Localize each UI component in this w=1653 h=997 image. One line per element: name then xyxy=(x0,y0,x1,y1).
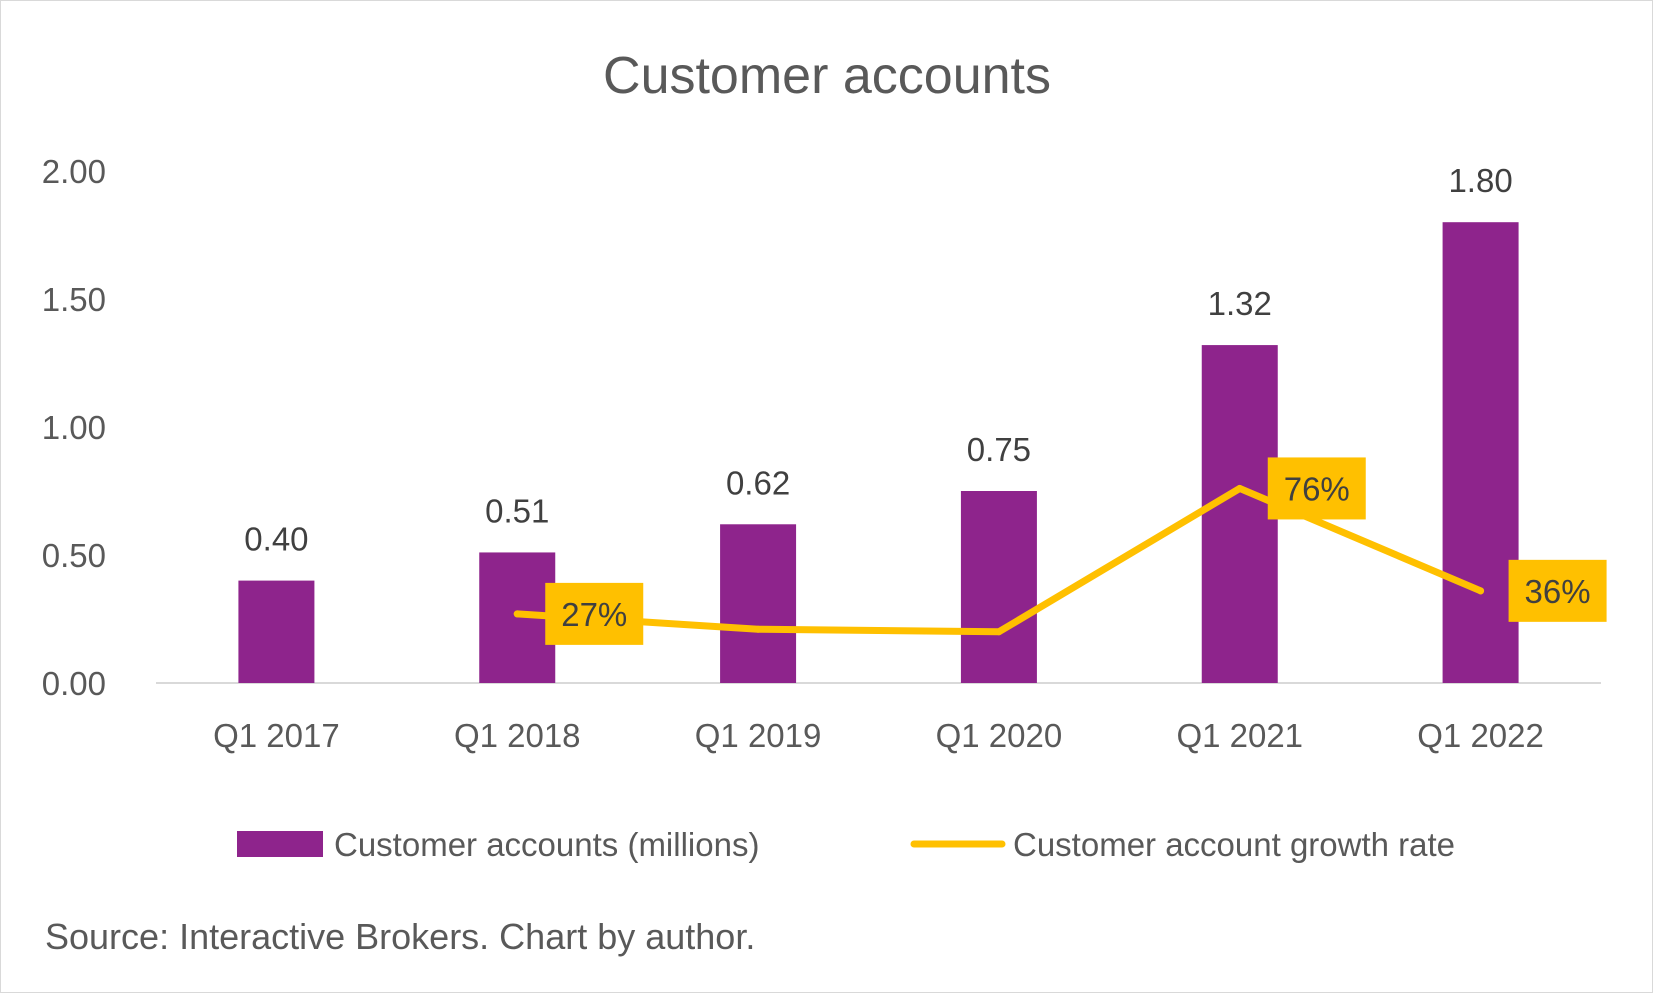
bar-data-label: 0.75 xyxy=(967,431,1031,468)
bar xyxy=(1442,222,1519,683)
growth-point xyxy=(1477,587,1485,595)
bar-data-label: 0.40 xyxy=(244,521,308,558)
x-tick-label: Q1 2021 xyxy=(1176,717,1303,754)
legend: Customer accounts (millions) Customer acc… xyxy=(237,826,1455,863)
x-tick-label: Q1 2019 xyxy=(695,717,822,754)
growth-label-box xyxy=(1508,559,1607,622)
x-tick-label: Q1 2018 xyxy=(454,717,581,754)
y-tick-label: 0.50 xyxy=(42,537,106,574)
legend-label-line: Customer account growth rate xyxy=(1013,826,1455,863)
growth-label-box xyxy=(545,582,644,645)
growth-point xyxy=(995,628,1003,636)
source-note: Source: Interactive Brokers. Chart by au… xyxy=(45,916,755,957)
growth-point xyxy=(1236,484,1244,492)
y-tick-label: 2.00 xyxy=(42,153,106,190)
growth-line-series: 27% 76% 36% xyxy=(513,457,1607,645)
bar-series: 0.40 0.51 0.62 0.75 1.32 1.80 xyxy=(238,162,1519,683)
y-tick-label: 0.00 xyxy=(42,665,106,702)
x-tick-label: Q1 2022 xyxy=(1417,717,1544,754)
y-tick-label: 1.00 xyxy=(42,409,106,446)
growth-data-label: 36% xyxy=(1525,573,1591,610)
bar xyxy=(238,580,315,683)
x-axis-labels: Q1 2017 Q1 2018 Q1 2019 Q1 2020 Q1 2021 Q1 20… xyxy=(213,717,1544,754)
legend-swatch-bar xyxy=(237,831,323,857)
x-tick-label: Q1 2020 xyxy=(936,717,1063,754)
bar xyxy=(1201,345,1278,683)
bar-data-label: 0.62 xyxy=(726,464,790,501)
chart-title: Customer accounts xyxy=(603,47,1051,105)
growth-point xyxy=(513,610,521,618)
bar-data-label: 0.51 xyxy=(485,492,549,529)
legend-label-bar: Customer accounts (millions) xyxy=(334,826,759,863)
bar xyxy=(960,491,1037,683)
x-tick-label: Q1 2017 xyxy=(213,717,340,754)
y-tick-label: 1.50 xyxy=(42,281,106,318)
y-axis-ticks: 0.00 0.50 1.00 1.50 2.00 xyxy=(42,153,106,702)
bar-data-label: 1.80 xyxy=(1448,162,1512,199)
growth-data-label: 76% xyxy=(1284,470,1350,507)
growth-data-label: 27% xyxy=(561,596,627,633)
bar xyxy=(720,524,797,683)
bar-data-label: 1.32 xyxy=(1208,285,1272,322)
growth-point xyxy=(754,625,762,633)
growth-label-box xyxy=(1267,457,1366,520)
